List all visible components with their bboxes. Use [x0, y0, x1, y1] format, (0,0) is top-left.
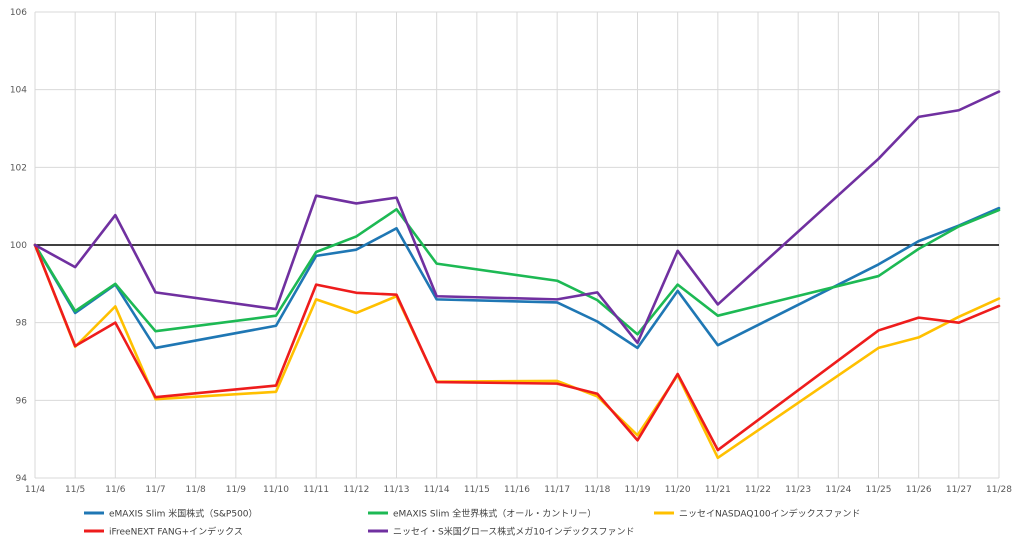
- x-tick-label: 11/22: [745, 485, 771, 495]
- x-tick-label: 11/15: [464, 485, 490, 495]
- x-tick-label: 11/21: [705, 485, 731, 495]
- x-tick-label: 11/13: [384, 485, 410, 495]
- y-tick-label: 102: [10, 163, 27, 173]
- y-tick-label: 96: [16, 396, 28, 406]
- legend-label-3: ニッセイNASDAQ100インデックスファンド: [679, 508, 860, 520]
- x-tick-label: 11/6: [105, 485, 125, 495]
- x-tick-label: 11/27: [946, 485, 972, 495]
- x-tick-label: 11/12: [343, 485, 369, 495]
- legend-label-2: eMAXIS Slim 全世界株式（オール・カントリー）: [393, 508, 596, 520]
- x-tick-label: 11/16: [504, 485, 530, 495]
- series-line-4: [33, 243, 1001, 452]
- x-tick-label: 11/20: [665, 485, 691, 495]
- x-tick-label: 11/10: [263, 485, 289, 495]
- x-tick-label: 11/17: [544, 485, 570, 495]
- x-tick-label: 11/23: [785, 485, 811, 495]
- x-tick-label: 11/4: [25, 485, 45, 495]
- x-tick-label: 11/19: [625, 485, 651, 495]
- x-tick-label: 11/24: [825, 485, 851, 495]
- x-axis-ticks: 11/4 11/5 11/6 11/7 11/8 11/9 11/10 11/11 11/12 1…: [25, 485, 1012, 495]
- y-tick-label: 94: [16, 474, 28, 484]
- x-tick-label: 11/28: [986, 485, 1012, 495]
- y-tick-label: 100: [10, 241, 27, 251]
- series-line-5: [33, 90, 1001, 345]
- x-tick-label: 11/14: [424, 485, 450, 495]
- series-line-1: [33, 206, 1001, 350]
- y-tick-label: 106: [10, 8, 27, 18]
- x-tick-label: 11/8: [186, 485, 206, 495]
- legend-label-1: eMAXIS Slim 米国株式（S&P500）: [109, 508, 258, 520]
- x-tick-label: 11/7: [145, 485, 165, 495]
- x-tick-label: 11/26: [906, 485, 932, 495]
- x-tick-label: 11/25: [866, 485, 892, 495]
- y-tick-label: 98: [16, 319, 28, 329]
- legend-label-4: iFreeNEXT FANG+インデックス: [109, 526, 243, 538]
- y-tick-label: 104: [10, 86, 27, 96]
- x-tick-label: 11/5: [65, 485, 85, 495]
- x-tick-label: 11/9: [226, 485, 246, 495]
- legend: eMAXIS Slim 米国株式（S&P500） eMAXIS Slim 全世界株…: [84, 508, 860, 538]
- y-axis-ticks: 94 96 98 100 102 104 106: [10, 8, 27, 484]
- x-tick-label: 11/18: [584, 485, 610, 495]
- legend-label-5: ニッセイ・S米国グロース株式メガ10インデックスファンド: [393, 526, 634, 538]
- series-group: [33, 90, 1001, 460]
- series-line-2: [33, 207, 1001, 336]
- x-tick-label: 11/11: [303, 485, 329, 495]
